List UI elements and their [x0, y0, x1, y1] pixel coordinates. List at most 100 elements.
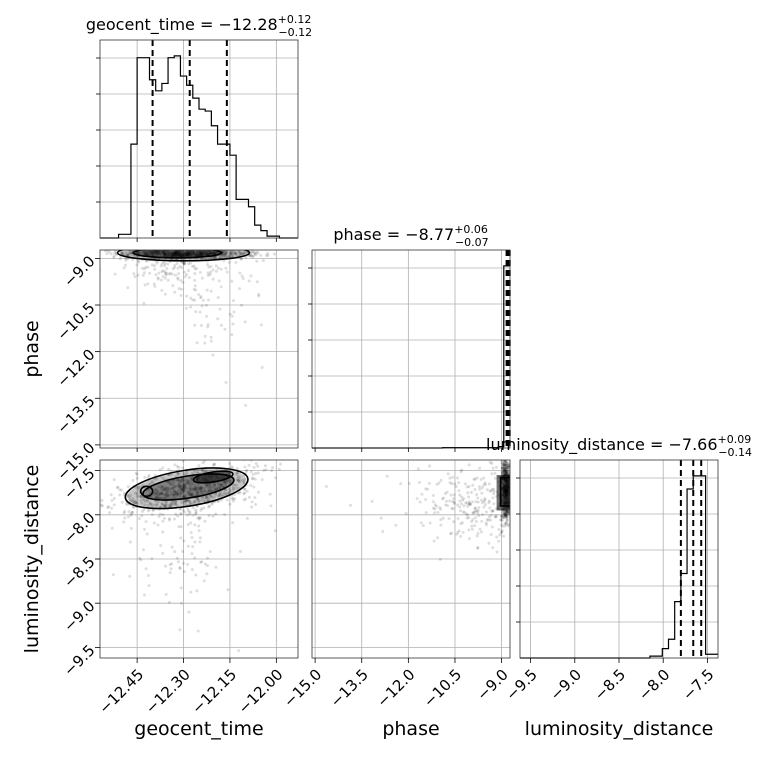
sample-point [193, 486, 197, 490]
sample-point [186, 563, 190, 567]
sample-point [452, 493, 456, 497]
sample-point [144, 259, 148, 263]
sample-point [143, 503, 147, 507]
sample-point [225, 479, 229, 483]
sample-point [210, 246, 213, 249]
sample-point [159, 264, 163, 268]
sample-point [176, 484, 180, 488]
x-tick-label: −12.15 [188, 666, 240, 718]
sample-point [172, 481, 176, 485]
sample-point [174, 250, 178, 254]
sample-point [146, 250, 150, 254]
sample-point [432, 539, 436, 543]
sample-point [182, 483, 186, 487]
sample-point [159, 245, 162, 248]
sample-point [139, 495, 143, 499]
sample-point [256, 490, 260, 494]
sample-point [269, 504, 273, 508]
sample-point [185, 252, 189, 256]
sample-point [250, 476, 254, 480]
sample-point [505, 518, 509, 522]
sample-point [170, 272, 174, 276]
sample-point [188, 253, 192, 257]
sample-point [199, 250, 203, 254]
sample-point [185, 252, 189, 256]
sample-point [133, 501, 137, 505]
sample-point [128, 574, 132, 578]
sample-point [179, 536, 183, 540]
sample-point [165, 267, 169, 271]
sample-point [456, 476, 460, 480]
sample-point [199, 251, 203, 255]
sample-point [134, 471, 138, 475]
sample-point [502, 463, 506, 467]
sample-point [173, 501, 177, 505]
sample-point [185, 253, 189, 257]
sample-point [188, 251, 192, 255]
contour-line [142, 473, 235, 501]
sample-point [231, 485, 235, 489]
sample-point [190, 536, 194, 540]
sample-point [204, 496, 208, 500]
sample-point [177, 479, 181, 483]
sample-point [156, 489, 160, 493]
sample-point [100, 503, 103, 507]
sample-point [458, 505, 462, 509]
sample-point [139, 558, 143, 562]
sample-point [511, 493, 514, 496]
sample-point [223, 253, 227, 257]
sample-point [209, 251, 213, 255]
sample-point [213, 482, 217, 486]
sample-point [439, 507, 443, 511]
sample-point [506, 512, 510, 516]
sample-point [501, 471, 505, 475]
sample-point [199, 251, 203, 255]
sample-point [455, 532, 459, 536]
sample-point [453, 482, 457, 486]
sample-point [505, 456, 508, 459]
sample-point [126, 494, 130, 498]
sample-point [477, 485, 481, 489]
sample-point [180, 251, 184, 255]
sample-point [186, 544, 190, 548]
sample-point [190, 492, 194, 496]
sample-point [474, 520, 478, 524]
sample-point [194, 253, 198, 257]
sample-point [211, 463, 215, 467]
sample-point [501, 463, 505, 467]
sample-point [235, 472, 239, 476]
sample-point [506, 465, 510, 469]
sample-point [158, 512, 162, 516]
sample-point [503, 513, 507, 517]
sample-point [223, 250, 227, 253]
sample-point [195, 489, 199, 493]
sample-point [188, 502, 192, 506]
sample-point [141, 250, 145, 253]
sample-point [172, 489, 176, 493]
sample-point [484, 510, 488, 514]
sample-point [463, 511, 467, 515]
sample-point [201, 252, 205, 256]
sample-point [505, 510, 509, 514]
sample-point [158, 468, 162, 472]
sample-point [202, 489, 206, 493]
sample-point [195, 498, 199, 502]
sample-point [189, 252, 193, 256]
sample-point [152, 282, 156, 286]
sample-point [183, 251, 187, 255]
sample-point [444, 503, 448, 507]
sample-point [153, 267, 157, 271]
sample-point [238, 251, 242, 255]
y-tick-label: −8.5 [60, 553, 98, 591]
sample-point [200, 560, 204, 564]
sample-point [501, 524, 505, 528]
sample-point [152, 250, 156, 254]
sample-point [503, 512, 507, 516]
sample-point [479, 478, 483, 482]
sample-point [197, 253, 201, 257]
sample-point [160, 492, 164, 496]
sample-point [189, 476, 193, 480]
sample-point [133, 491, 137, 495]
sample-point [122, 491, 126, 495]
sample-point [174, 512, 178, 516]
